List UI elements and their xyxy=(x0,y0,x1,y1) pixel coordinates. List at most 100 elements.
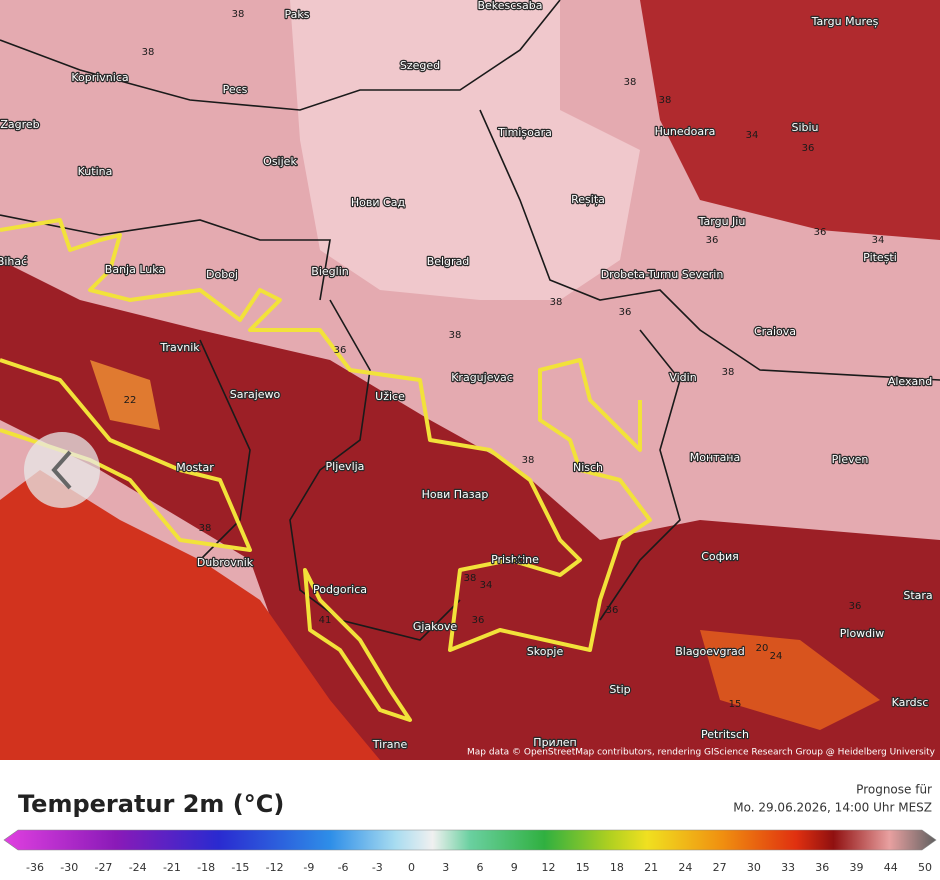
value-label: 20 xyxy=(756,643,769,654)
city-label: Banja Luka xyxy=(105,263,165,276)
value-label: 24 xyxy=(770,651,783,662)
carousel-prev[interactable] xyxy=(24,432,100,508)
city-label: Skopje xyxy=(527,645,564,658)
city-label: Osijek xyxy=(263,155,297,168)
hot-area xyxy=(640,0,940,240)
forecast-label: Prognose für xyxy=(856,783,932,797)
city-label: Travnik xyxy=(159,341,200,354)
city-label: Nisch xyxy=(573,461,603,474)
colorbar-tick-label: 33 xyxy=(781,861,795,874)
city-label: Reșița xyxy=(571,193,605,206)
city-label: Tirane xyxy=(372,738,408,751)
value-label: 38 xyxy=(659,95,672,106)
colorbar-tick-label: 0 xyxy=(408,861,415,874)
value-label: 36 xyxy=(849,601,862,612)
city-label: Pecs xyxy=(223,83,248,96)
city-label: Mostar xyxy=(176,461,214,474)
legend-title: Temperatur 2m (°C) xyxy=(18,790,284,818)
colorbar-tick-label: 18 xyxy=(610,861,624,874)
value-label: 34 xyxy=(480,580,493,591)
colorbar-tick-label: 39 xyxy=(850,861,864,874)
city-label: Kardsc xyxy=(892,696,929,709)
colorbar-tick-label: 44 xyxy=(884,861,898,874)
plain-area xyxy=(290,0,640,300)
colorbar-tick-label: 50 xyxy=(918,861,932,874)
colorbar xyxy=(3,829,937,851)
value-label: 38 xyxy=(142,47,155,58)
value-label: 38 xyxy=(624,77,637,88)
city-label: Нови Пазар xyxy=(422,488,489,501)
city-label: Pleven xyxy=(832,453,869,466)
city-label: Монтана xyxy=(690,451,741,464)
value-label: 15 xyxy=(729,699,742,710)
value-labels: 3838383834363636343838363822383638383641… xyxy=(124,9,885,710)
city-label: Прилеп xyxy=(533,736,576,749)
city-label: Craiova xyxy=(754,325,796,338)
colorbar-tick-label: -15 xyxy=(231,861,249,874)
city-label: Szeged xyxy=(400,59,440,72)
city-label: Stip xyxy=(609,683,630,696)
city-label: Bekescsaba xyxy=(477,0,542,12)
colorbar-tick-label: -18 xyxy=(197,861,215,874)
map: Paks Bekescsaba Targu Mureș Koprivnica Pecs S… xyxy=(0,0,940,760)
city-label: Belgrad xyxy=(427,255,470,268)
value-label: 34 xyxy=(746,130,759,141)
city-label: Dubrovnik xyxy=(197,556,254,569)
colorbar-tick-label: -12 xyxy=(266,861,284,874)
city-label: Pljevlja xyxy=(326,460,365,473)
city-label: Prishtine xyxy=(491,553,539,566)
city-labels: Paks Bekescsaba Targu Mureș Koprivnica Pecs S… xyxy=(0,0,934,752)
city-label: Sibiu xyxy=(791,121,818,134)
city-label: Užice xyxy=(375,390,405,403)
value-label: 38 xyxy=(232,9,245,20)
value-label: 36 xyxy=(706,235,719,246)
colorbar-tick-label: -21 xyxy=(163,861,181,874)
colorbar-tick-label: 36 xyxy=(815,861,829,874)
borders xyxy=(0,0,940,641)
colorbar-tick-label: -27 xyxy=(94,861,112,874)
city-label: Hunedoara xyxy=(655,125,716,138)
colorbar-tick-label: 9 xyxy=(511,861,518,874)
colorbar-tick-label: 21 xyxy=(644,861,658,874)
value-label: 38 xyxy=(199,523,212,534)
city-label: Alexand xyxy=(888,375,932,388)
colorbar-tick-label: -36 xyxy=(26,861,44,874)
city-label: Podgorica xyxy=(313,583,367,596)
colorbar-tick-label: 12 xyxy=(541,861,555,874)
value-label: 38 xyxy=(464,573,477,584)
forecast-time: Mo. 29.06.2026, 14:00 Uhr MESZ xyxy=(733,801,932,815)
city-label: Blagoevgrad xyxy=(675,645,745,658)
value-label: 36 xyxy=(334,345,347,356)
city-label: Нови Сад xyxy=(351,196,406,209)
colorbar-tick-label: -6 xyxy=(338,861,349,874)
city-label: Targu Jiu xyxy=(698,215,746,228)
value-label: 38 xyxy=(449,330,462,341)
colorbar-tick-label: 3 xyxy=(442,861,449,874)
city-label: Plowdiw xyxy=(840,627,884,640)
value-label: 38 xyxy=(522,455,535,466)
value-label: 22 xyxy=(124,395,137,406)
value-label: 36 xyxy=(619,307,632,318)
value-label: 38 xyxy=(722,367,735,378)
city-label: Zagreb xyxy=(0,118,39,131)
city-label: Timișoara xyxy=(497,126,552,139)
colorbar-tick-label: -30 xyxy=(60,861,78,874)
colorbar-tick-label: 15 xyxy=(576,861,590,874)
warm-spot xyxy=(700,630,880,730)
city-label: Targu Mureș xyxy=(811,15,879,28)
value-label: 36 xyxy=(606,605,619,616)
city-label: София xyxy=(701,550,739,563)
legend: Temperatur 2m (°C) Prognose für Mo. 29.0… xyxy=(3,783,937,874)
city-label: Doboj xyxy=(206,268,238,281)
city-label: Stara xyxy=(903,589,932,602)
colorbar-tick-label: -24 xyxy=(129,861,147,874)
value-label: 36 xyxy=(512,555,525,566)
city-label: Kutina xyxy=(78,165,113,178)
colorbar-tick-label: 27 xyxy=(713,861,727,874)
city-label: Petritsch xyxy=(701,728,749,741)
city-label: Paks xyxy=(285,8,310,21)
warm-spot xyxy=(90,360,160,430)
value-label: 36 xyxy=(472,615,485,626)
value-label: 36 xyxy=(814,227,827,238)
